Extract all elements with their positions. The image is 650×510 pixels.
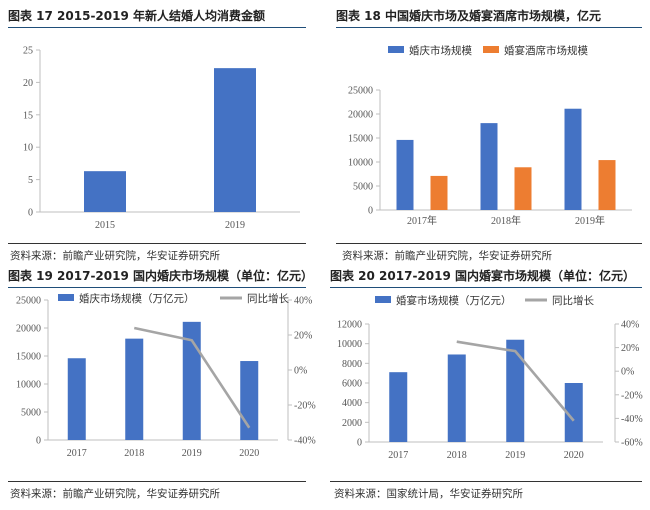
y2-tick-label: 20%	[294, 331, 312, 342]
y-tick-label: 10000	[348, 158, 373, 169]
y2-tick-label: -60%	[621, 438, 643, 449]
bar	[389, 372, 408, 442]
legend-swatch	[375, 296, 391, 303]
y2-tick-label: 40%	[294, 296, 312, 307]
y-tick-label: 20000	[16, 324, 41, 335]
bar	[214, 68, 256, 212]
bar	[125, 338, 144, 440]
title-rule	[336, 27, 642, 28]
legend-swatch	[58, 294, 74, 301]
y-tick-label: 10	[23, 143, 33, 154]
y-tick-label: 5000	[21, 408, 41, 419]
y-tick-label: 8000	[342, 359, 362, 370]
chart-19: 0 5000 10000 15000 20000 25000 -40% -20% 0% 20% 40…	[16, 292, 316, 459]
growth-line	[456, 340, 575, 422]
legend-label: 婚庆市场规模（万亿元）	[79, 292, 195, 305]
y-tick-label: 20	[23, 78, 33, 89]
x-tick-label: 2015	[95, 220, 115, 231]
y-tick-label: 15	[23, 110, 33, 121]
y-tick-label: 0	[36, 436, 41, 447]
y2-tick-label: 0%	[294, 366, 307, 377]
y-tick-label: 6000	[342, 379, 362, 390]
bar	[598, 160, 616, 210]
bar	[67, 358, 86, 440]
chart-17: 0 5 10 15 20 25 2015 2019	[23, 46, 300, 231]
bar	[514, 167, 532, 210]
x-tick-label: 2019	[505, 450, 525, 461]
y-tick-label: 5	[28, 175, 33, 186]
bar	[506, 339, 525, 442]
y-tick-label: 0	[357, 438, 362, 449]
y-tick-label: 25000	[16, 296, 41, 307]
legend-label: 婚宴市场规模（万亿元）	[396, 294, 512, 307]
x-tick-label: 2018	[447, 450, 467, 461]
y2-tick-label: 0%	[621, 367, 634, 378]
title-rule	[8, 27, 306, 28]
x-tick-label: 2018年	[491, 214, 521, 227]
x-tick-label: 2017	[388, 450, 408, 461]
chart-title: 图表 17 2015-2019 年新人结婚人均消费金额	[8, 9, 266, 23]
y2-tick-label: -40%	[621, 414, 643, 425]
title-rule	[330, 287, 642, 288]
y-tick-label: 20000	[348, 110, 373, 121]
legend-label: 同比增长	[247, 292, 289, 305]
legend-label: 婚庆市场规模	[409, 44, 472, 57]
y-tick-label: 10000	[16, 380, 41, 391]
source-rule	[8, 243, 306, 244]
x-tick-label: 2020	[239, 448, 259, 459]
x-tick-label: 2019	[225, 220, 245, 231]
y-tick-label: 15000	[348, 134, 373, 145]
bar	[396, 139, 414, 210]
bar	[182, 321, 201, 440]
chart-18: 0 5000 10000 15000 20000 25000 2017年 2018年 2019年…	[348, 44, 632, 227]
chart-title: 图表 19 2017-2019 国内婚庆市场规模（单位：亿元）	[8, 269, 314, 283]
y-tick-label: 10000	[337, 339, 362, 350]
source-rule	[330, 481, 642, 482]
x-tick-label: 2019	[182, 448, 202, 459]
x-tick-label: 2019年	[575, 214, 605, 227]
title-rule	[8, 287, 306, 288]
y-tick-label: 25000	[348, 86, 373, 97]
y-tick-label: 5000	[353, 182, 373, 193]
y2-tick-label: 20%	[621, 343, 639, 354]
y-tick-label: 15000	[16, 352, 41, 363]
bar	[430, 175, 448, 210]
y2-tick-label: -40%	[294, 436, 316, 447]
bar	[480, 123, 498, 210]
y2-tick-label: 40%	[621, 320, 639, 331]
bar	[564, 383, 583, 442]
x-tick-label: 2018	[124, 448, 144, 459]
legend-label: 婚宴酒席市场规模	[504, 44, 588, 57]
chart-title: 图表 20 2017-2019 国内婚宴市场规模（单位：亿元）	[330, 269, 636, 283]
growth-line	[133, 326, 251, 429]
x-tick-label: 2017年	[407, 214, 437, 227]
y-tick-label: 12000	[337, 320, 362, 331]
source-note: 资料来源：国家统计局，华安证券研究所	[334, 488, 523, 500]
legend-swatch	[388, 46, 404, 53]
y2-tick-label: -20%	[294, 401, 316, 412]
legend-label: 同比增长	[552, 294, 594, 307]
y2-tick-label: -20%	[621, 390, 643, 401]
chart-title: 图表 18 中国婚庆市场及婚宴酒席市场规模，亿元	[336, 9, 602, 23]
bar	[84, 171, 126, 212]
source-rule	[336, 243, 642, 244]
source-rule	[8, 481, 306, 482]
y-tick-label: 25	[23, 46, 33, 57]
y-tick-label: 0	[368, 206, 373, 217]
bar	[564, 108, 582, 210]
chart-20: 0 2000 4000 6000 8000 10000 12000 -60% -40% -20% 0…	[337, 294, 643, 461]
x-tick-label: 2017	[67, 448, 87, 459]
bar	[240, 361, 259, 440]
source-note: 资料来源：前瞻产业研究院，华安证券研究所	[10, 488, 220, 500]
legend-swatch	[483, 46, 499, 53]
source-note: 资料来源：前瞻产业研究院，华安证券研究所	[342, 250, 552, 262]
source-note: 资料来源：前瞻产业研究院，华安证券研究所	[10, 250, 220, 262]
x-tick-label: 2020	[564, 450, 584, 461]
y-tick-label: 2000	[342, 418, 362, 429]
y-tick-label: 0	[28, 208, 33, 219]
y-tick-label: 4000	[342, 398, 362, 409]
bar	[447, 354, 466, 442]
